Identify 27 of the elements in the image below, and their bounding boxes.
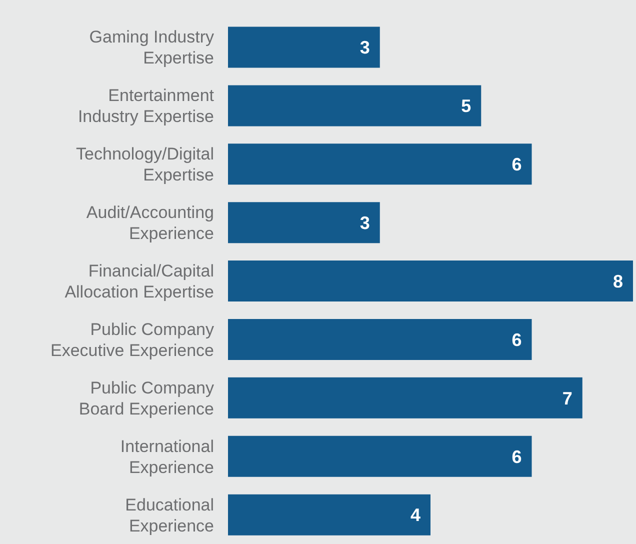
bar	[228, 144, 532, 185]
y-tick-label: Technology/Digital Expertise	[76, 144, 214, 184]
data-label: 6	[512, 154, 522, 175]
bar	[228, 85, 482, 126]
bar	[228, 318, 532, 360]
y-tick-label: Audit/Accounting Experience	[86, 202, 214, 243]
data-label: 5	[461, 96, 472, 116]
y-tick-label: Educational Experience	[125, 494, 214, 535]
bar	[228, 494, 430, 536]
data-label: 6	[512, 446, 522, 467]
bar	[228, 377, 582, 418]
data-label: 8	[612, 271, 623, 292]
data-label: 4	[410, 505, 420, 526]
y-tick-label: International Experience	[120, 436, 214, 476]
data-label: 6	[512, 330, 522, 350]
bar	[228, 436, 532, 477]
data-label: 3	[360, 212, 370, 233]
bar	[228, 260, 633, 302]
y-tick-label: Entertainment Industry Expertise	[78, 86, 214, 126]
bar	[228, 202, 380, 244]
data-label: 3	[360, 38, 370, 58]
y-tick-label: Public Company Executive Experience	[50, 319, 214, 360]
y-tick-label: Financial/Capital Allocation Expertise	[64, 261, 214, 301]
y-tick-label: Gaming Industry Expertise	[89, 27, 214, 68]
y-tick-label: Public Company Board Experience	[78, 378, 214, 418]
data-label: 7	[562, 388, 572, 408]
bar	[228, 26, 380, 68]
